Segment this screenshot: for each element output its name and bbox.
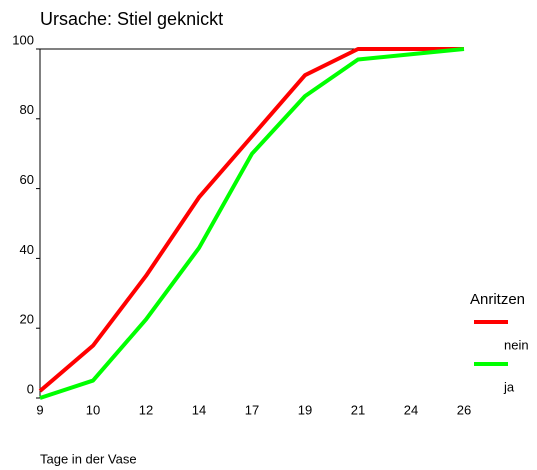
y-tick-label: 40 bbox=[20, 242, 34, 257]
y-tick-label: 60 bbox=[20, 172, 34, 187]
y-tick-label: 80 bbox=[20, 102, 34, 117]
line-series bbox=[39, 47, 465, 400]
legend-label: nein bbox=[504, 337, 529, 352]
legend-title: Anritzen bbox=[470, 291, 525, 308]
x-tick-label: 12 bbox=[139, 402, 153, 417]
y-tick-label: 20 bbox=[20, 312, 34, 327]
x-tick-label: 19 bbox=[298, 402, 312, 417]
y-tick-label: 100 bbox=[12, 32, 34, 47]
x-tick-label: 17 bbox=[245, 402, 259, 417]
x-tick-label: 14 bbox=[192, 402, 206, 417]
line-series bbox=[38, 47, 464, 393]
y-tick-label: 0 bbox=[27, 381, 34, 396]
chart-title: Ursache: Stiel geknickt bbox=[40, 9, 223, 29]
x-tick-label: 9 bbox=[36, 402, 43, 417]
x-tick-label: 21 bbox=[351, 402, 365, 417]
x-tick-label: 26 bbox=[457, 402, 471, 417]
x-axis-label: Tage in der Vase bbox=[40, 451, 137, 466]
x-tick-label: 24 bbox=[404, 402, 418, 417]
x-tick-label: 10 bbox=[86, 402, 100, 417]
legend-label: ja bbox=[503, 379, 515, 394]
